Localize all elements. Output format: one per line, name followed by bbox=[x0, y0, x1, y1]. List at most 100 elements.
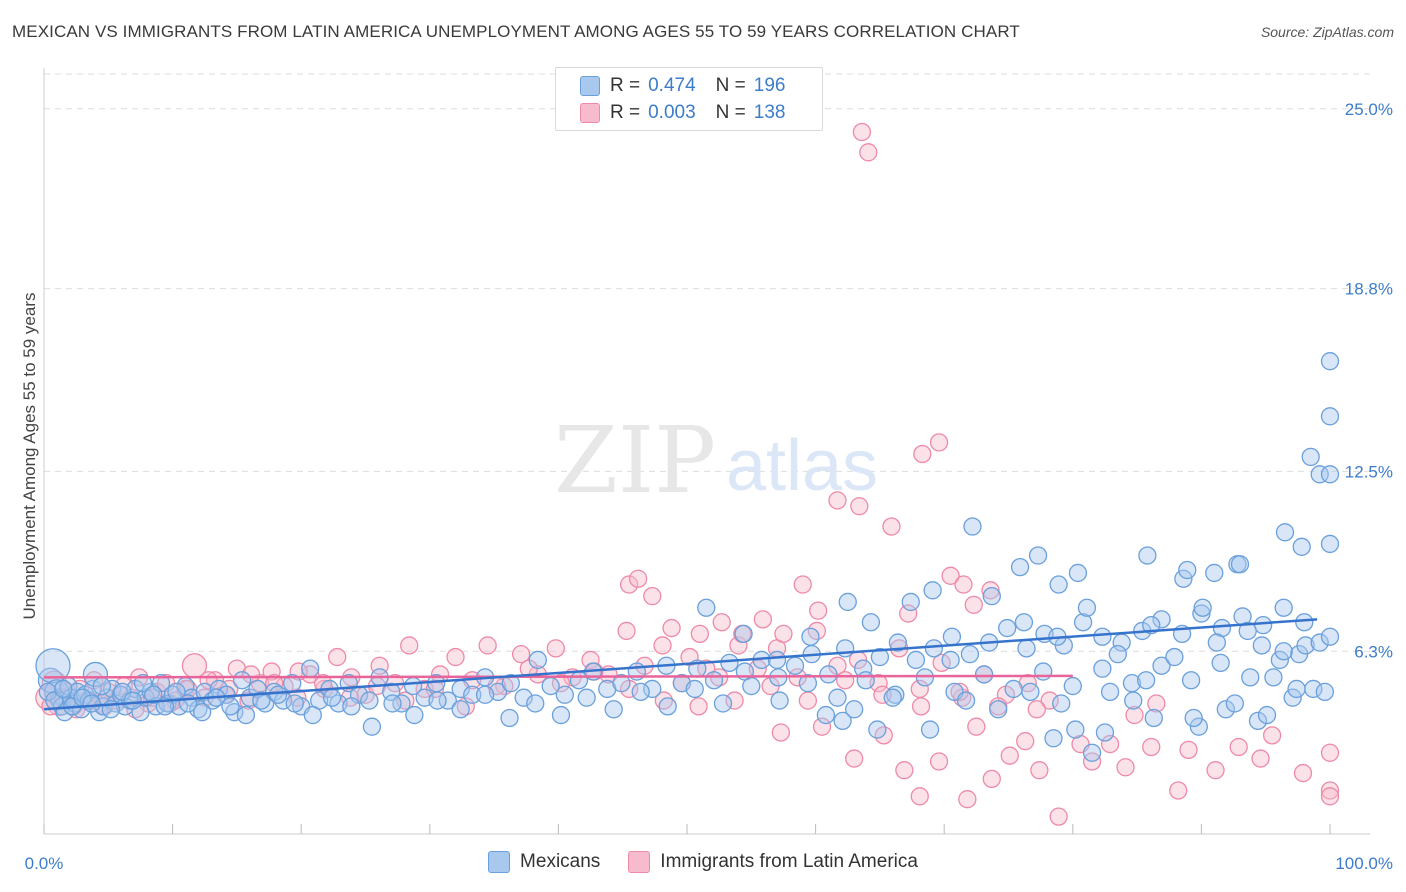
watermark: ZIP atlas bbox=[554, 407, 878, 514]
mexicans-point bbox=[1077, 598, 1097, 617]
immigrants-point bbox=[725, 691, 744, 710]
mexicans-point bbox=[232, 671, 252, 690]
mexicans-point bbox=[1320, 407, 1340, 426]
immigrants-point bbox=[873, 685, 892, 704]
mexicans-point bbox=[1174, 569, 1193, 588]
mexicans-point bbox=[604, 700, 623, 719]
immigrants-point bbox=[551, 674, 571, 693]
mexicans-point bbox=[1144, 708, 1163, 728]
y-tick-label: 18.8% bbox=[1345, 280, 1393, 299]
immigrants-point bbox=[1179, 740, 1198, 760]
mexicans-point bbox=[1142, 615, 1161, 635]
legend-swatch-pink bbox=[580, 103, 600, 123]
immigrants-point bbox=[1142, 737, 1161, 757]
mexicans-point bbox=[1066, 720, 1085, 739]
immigrants-point bbox=[1251, 749, 1270, 768]
mexicans-point bbox=[1093, 659, 1112, 678]
watermark-atlas: atlas bbox=[726, 426, 878, 506]
mexicans-point bbox=[1044, 729, 1063, 748]
immigrants-point bbox=[546, 639, 565, 658]
immigrants-point bbox=[1229, 737, 1248, 757]
mexicans-point bbox=[1315, 682, 1335, 702]
mexicans-point bbox=[285, 694, 304, 713]
immigrants-point bbox=[1206, 761, 1225, 780]
mexicans-point bbox=[1063, 676, 1082, 696]
mexicans-point bbox=[1124, 691, 1143, 710]
mexicans-point bbox=[819, 665, 838, 684]
immigrants-point bbox=[774, 624, 793, 643]
mexicans-point bbox=[438, 691, 457, 710]
mexicans-point bbox=[1225, 694, 1244, 713]
mexicans-point bbox=[798, 674, 818, 693]
mexicans-point bbox=[1320, 465, 1340, 484]
immigrants-point bbox=[859, 143, 878, 162]
immigrants-point bbox=[511, 645, 531, 664]
legend-r-label: R = bbox=[610, 102, 641, 123]
mexicans-point bbox=[1292, 537, 1311, 556]
immigrants-point bbox=[690, 624, 710, 643]
mexicans-point bbox=[1274, 642, 1293, 661]
mexicans-point bbox=[1241, 668, 1260, 687]
immigrants-point bbox=[964, 595, 983, 614]
immigrants-point bbox=[1049, 807, 1068, 826]
mexicans-point bbox=[1178, 560, 1197, 580]
immigrants-point bbox=[712, 613, 731, 632]
legend-item-immigrants[interactable]: Immigrants from Latin America bbox=[628, 851, 918, 873]
mexicans-point bbox=[920, 720, 940, 739]
mexicans-point bbox=[1152, 610, 1171, 629]
immigrants-point bbox=[1293, 763, 1313, 783]
immigrants-point bbox=[328, 647, 347, 667]
mexicans-point bbox=[861, 613, 881, 632]
mexicans-point bbox=[1264, 668, 1283, 687]
series-legend: Mexicans Immigrants from Latin America bbox=[0, 851, 1406, 873]
mexicans-point bbox=[1192, 604, 1211, 623]
mexicans-point bbox=[998, 618, 1017, 638]
mexicans-point bbox=[1052, 694, 1071, 713]
legend-n-label: N = bbox=[715, 75, 746, 96]
mexicans-point bbox=[1310, 633, 1329, 652]
legend-r-value: 0.474 bbox=[648, 75, 696, 96]
mexicans-point bbox=[941, 650, 960, 670]
mexicans-point bbox=[322, 688, 342, 707]
mexicans-point bbox=[1253, 615, 1273, 635]
immigrants-point bbox=[809, 601, 828, 620]
mexicans-point bbox=[838, 592, 857, 612]
mexicans-point bbox=[500, 708, 519, 728]
mexicans-point bbox=[577, 688, 596, 707]
mexicans-point bbox=[856, 671, 875, 690]
mexicans-point bbox=[144, 685, 163, 704]
immigrants-point bbox=[1320, 781, 1340, 800]
mexicans-point bbox=[1301, 447, 1320, 467]
legend-item-mexicans[interactable]: Mexicans bbox=[488, 851, 600, 873]
mexicans-point bbox=[1108, 645, 1127, 664]
immigrants-point bbox=[1016, 732, 1035, 751]
mexicans-point bbox=[734, 624, 753, 643]
mexicans-point bbox=[82, 694, 101, 713]
immigrants-point bbox=[852, 122, 872, 142]
immigrants-point bbox=[456, 697, 475, 716]
immigrants-point bbox=[845, 749, 864, 768]
mexicans-point bbox=[82, 661, 109, 688]
mexicans-point bbox=[528, 650, 547, 670]
mexicans-point bbox=[1252, 636, 1271, 655]
immigrants-point bbox=[653, 636, 672, 655]
immigrants-point bbox=[929, 433, 949, 452]
immigrants-point bbox=[967, 717, 986, 736]
mexicans-point bbox=[1152, 656, 1171, 675]
mexicans-point bbox=[1034, 662, 1053, 681]
mexicans-point bbox=[1184, 708, 1203, 728]
legend-swatch-blue bbox=[580, 76, 600, 96]
mexicans-point bbox=[713, 694, 733, 713]
mexicans-point bbox=[685, 679, 704, 699]
trend-lines bbox=[43, 618, 1318, 711]
mexicans-point bbox=[1320, 534, 1340, 554]
legend-swatch-immigrants bbox=[628, 851, 651, 873]
mexicans-point bbox=[54, 679, 73, 699]
immigrants-point bbox=[910, 787, 929, 806]
axes bbox=[43, 68, 1370, 835]
immigrants-point bbox=[581, 650, 600, 670]
mexicans-point bbox=[828, 688, 847, 707]
mexicans-point bbox=[974, 665, 994, 684]
mexicans-point bbox=[501, 674, 520, 693]
y-tick-label: 12.5% bbox=[1345, 462, 1393, 481]
